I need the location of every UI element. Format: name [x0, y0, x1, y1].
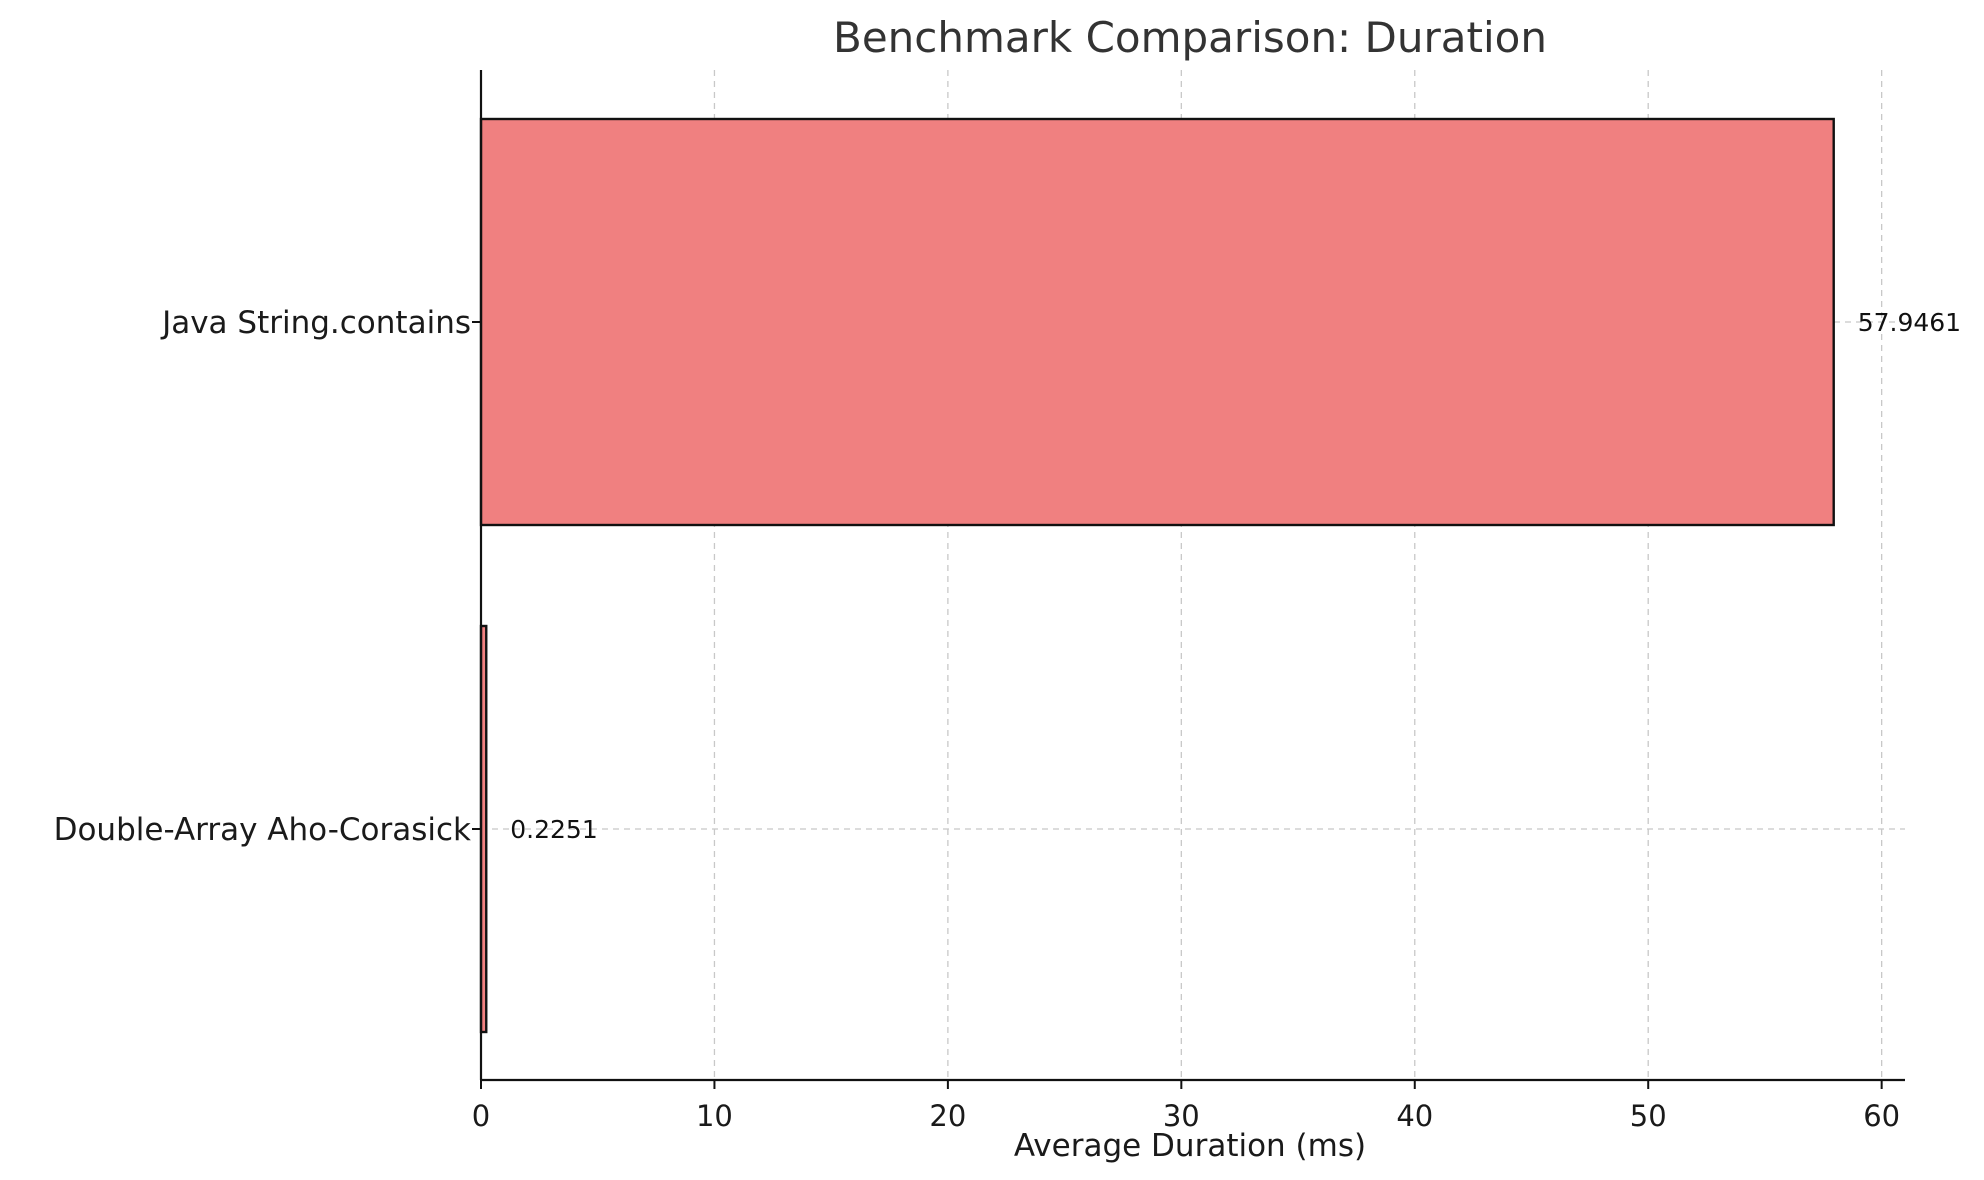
- x-axis-label: Average Duration (ms): [1014, 1128, 1366, 1164]
- y-category-label-1: Java String.contains: [160, 305, 471, 341]
- x-tick-label-40: 40: [1396, 1099, 1433, 1133]
- x-tick-label-10: 10: [696, 1099, 733, 1133]
- bar-value-label-0: 0.2251: [510, 815, 597, 844]
- bars: [479, 117, 1835, 1034]
- bar-value-label-1: 57.9461: [1858, 308, 1961, 337]
- x-tick-label-60: 60: [1863, 1099, 1900, 1133]
- x-tick-label-50: 50: [1630, 1099, 1667, 1133]
- y-category-label-0: Double-Array Aho-Corasick: [54, 812, 471, 848]
- x-tick-label-0: 0: [472, 1099, 490, 1133]
- axes: [472, 70, 1905, 1089]
- x-tick-label-30: 30: [1163, 1099, 1200, 1133]
- chart-title: Benchmark Comparison: Duration: [833, 13, 1547, 62]
- x-tick-label-20: 20: [929, 1099, 966, 1133]
- labels: 0.2251 57.9461 0 10 20 30 40 50 60 Double-Array A…: [54, 305, 1962, 1133]
- bar-1: [479, 117, 1835, 527]
